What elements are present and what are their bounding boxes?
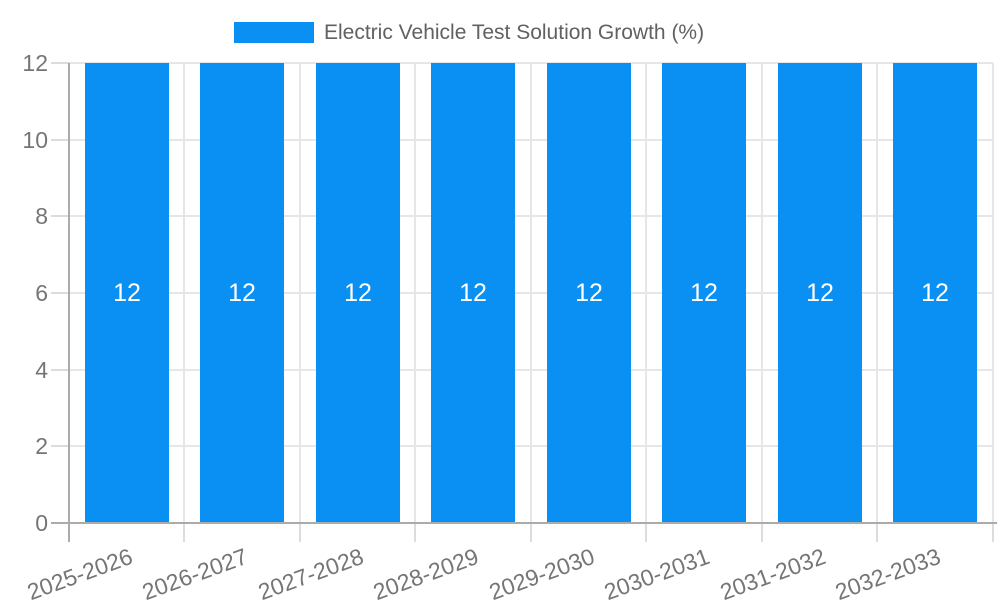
bar-value-label: 12 [806, 278, 834, 307]
x-tick [761, 524, 763, 542]
y-axis-label-6: 6 [35, 280, 48, 306]
legend-label: Electric Vehicle Test Solution Growth (%… [324, 21, 705, 44]
x-axis-label: 2029-2030 [485, 543, 598, 600]
x-axis-label: 2027-2028 [254, 543, 367, 600]
y-axis-label-4: 4 [35, 357, 48, 383]
x-tick [414, 524, 416, 542]
v-gridline [414, 63, 416, 523]
bar-2029-2030[interactable]: 12 [547, 63, 631, 523]
chart-legend[interactable]: Electric Vehicle Test Solution Growth (%… [0, 0, 1000, 50]
x-tick [299, 524, 301, 542]
y-axis-label-12: 12 [22, 50, 48, 76]
v-gridline [299, 63, 301, 523]
bar-value-label: 12 [459, 278, 487, 307]
v-gridline [761, 63, 763, 523]
bar-value-label: 12 [344, 278, 372, 307]
x-axis-label: 2032-2033 [831, 543, 944, 600]
x-axis-label: 2028-2029 [369, 543, 482, 600]
x-tick [530, 524, 532, 542]
bar-2028-2029[interactable]: 12 [431, 63, 515, 523]
y-tick [51, 62, 69, 64]
x-axis-label: 2025-2026 [23, 543, 136, 600]
bar-value-label: 12 [690, 278, 718, 307]
y-axis-label-8: 8 [35, 203, 48, 229]
x-axis-label: 2030-2031 [600, 543, 713, 600]
y-axis-label-0: 0 [35, 510, 48, 536]
bar-value-label: 12 [921, 278, 949, 307]
x-tick [645, 524, 647, 542]
bar-2026-2027[interactable]: 12 [200, 63, 284, 523]
y-tick [51, 369, 69, 371]
bar-2027-2028[interactable]: 12 [316, 63, 400, 523]
legend-swatch-icon [234, 22, 314, 43]
v-gridline [645, 63, 647, 523]
v-gridline [876, 63, 878, 523]
x-axis-line [51, 522, 997, 524]
bar-value-label: 12 [113, 278, 141, 307]
y-tick [51, 292, 69, 294]
bar-2030-2031[interactable]: 12 [662, 63, 746, 523]
y-axis-label-2: 2 [35, 433, 48, 459]
y-axis-line [68, 63, 70, 542]
v-gridline [183, 63, 185, 523]
x-tick [876, 524, 878, 542]
x-axis-label: 2031-2032 [716, 543, 829, 600]
x-tick [183, 524, 185, 542]
bar-2031-2032[interactable]: 12 [778, 63, 862, 523]
bar-2025-2026[interactable]: 12 [85, 63, 169, 523]
x-axis-label: 2026-2027 [138, 543, 251, 600]
v-gridline [530, 63, 532, 523]
bar-2032-2033[interactable]: 12 [893, 63, 977, 523]
v-gridline [992, 63, 994, 523]
bar-value-label: 12 [228, 278, 256, 307]
bar-value-label: 12 [575, 278, 603, 307]
y-axis-label-10: 10 [22, 127, 48, 153]
y-tick [51, 139, 69, 141]
x-tick [992, 524, 994, 542]
y-tick [51, 445, 69, 447]
y-tick [51, 215, 69, 217]
